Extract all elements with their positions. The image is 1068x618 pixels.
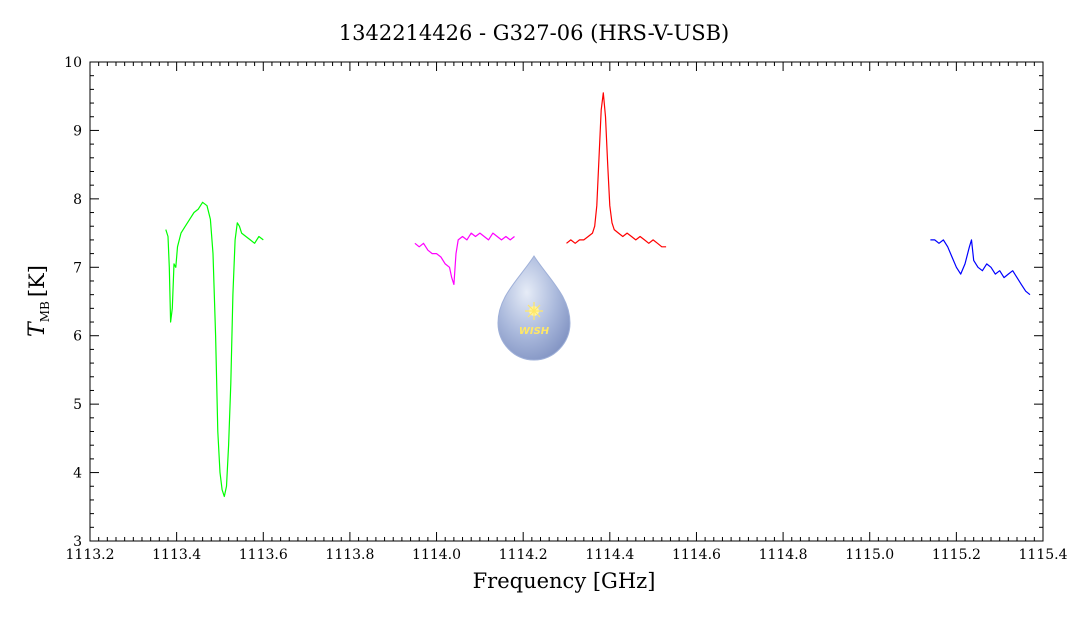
x-tick-label: 1113.8 [325, 547, 374, 563]
y-tick-label: 6 [73, 329, 82, 345]
star-rays [525, 302, 543, 320]
y-axis-label: TMB [K] [25, 265, 52, 337]
x-tick-label: 1113.6 [239, 547, 288, 563]
y-tick-label: 10 [64, 55, 82, 71]
x-axis-label: Frequency [GHz] [473, 569, 656, 593]
x-tick-label: 1114.8 [759, 547, 808, 563]
y-tick-label: 9 [73, 123, 82, 139]
y-axis: 3 4 5 6 7 8 9 10 [64, 55, 1043, 550]
x-tick-label: 1114.2 [499, 547, 548, 563]
x-tick-label: 1114.4 [585, 547, 634, 563]
spectrum-line-4 [930, 239, 1031, 296]
x-tick-label: 1113.2 [66, 547, 115, 563]
x-tick-label: 1114.6 [672, 547, 721, 563]
y-tick-label: 4 [73, 466, 82, 482]
x-tick-label: 1115.0 [845, 547, 894, 563]
x-tick-label: 1114.0 [412, 547, 461, 563]
y-tick-label: 3 [73, 534, 82, 550]
spectrum-line-3 [566, 92, 667, 248]
svg-text:TMB[K]: TMB [K] [25, 265, 52, 337]
y-axis-label-subscript: MB [38, 301, 52, 322]
y-tick-label: 5 [73, 397, 82, 413]
plot-series [165, 92, 1031, 498]
x-tick-label: 1115.4 [1019, 547, 1068, 563]
x-axis: 1113.2 1113.4 1113.6 1113.8 1114.0 1114.2 1114… [66, 62, 1068, 563]
wish-logo: WISH [497, 255, 571, 361]
y-axis-label-unit: [K] [25, 265, 49, 297]
y-axis-label-symbol: T [25, 320, 50, 337]
spectrum-line-1 [165, 201, 264, 498]
x-tick-label: 1113.4 [152, 547, 201, 563]
y-tick-label: 8 [73, 192, 82, 208]
y-tick-label: 7 [73, 260, 82, 276]
spectrum-line-2 [414, 232, 515, 285]
chart-title: 1342214426 - G327-06 (HRS-V-USB) [339, 21, 730, 45]
logo-text: WISH [519, 326, 550, 337]
x-tick-label: 1115.2 [932, 547, 981, 563]
